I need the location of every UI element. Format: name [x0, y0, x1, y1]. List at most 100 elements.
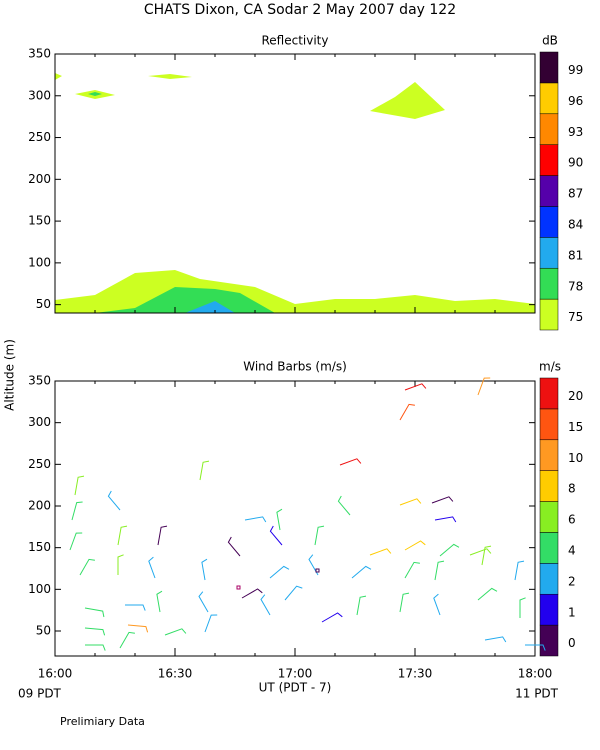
colorbar-swatch [539, 51, 559, 84]
wind-barb [481, 545, 492, 566]
wind-barb [337, 495, 351, 516]
wind-barb [308, 554, 319, 576]
x-axis-label: UT (PDT - 7) [259, 681, 332, 695]
wind-barb [477, 587, 498, 601]
wind-barb [74, 475, 85, 496]
panel-title: Wind Barbs (m/s) [243, 360, 347, 374]
colorbar-swatch [539, 377, 559, 410]
contour-region [148, 74, 192, 79]
colorbar-swatch [539, 113, 559, 145]
wind-barb [519, 597, 526, 618]
colorbar-swatch [539, 624, 559, 657]
colorbar-swatch [539, 267, 559, 300]
y-tick-label: 200 [28, 172, 51, 186]
y-tick-label: 250 [28, 130, 51, 144]
wind-barb [399, 403, 415, 421]
wind-barb [314, 525, 325, 546]
wind-barb [399, 498, 422, 506]
y-tick-label: 300 [28, 415, 51, 429]
colorbar-unit: m/s [539, 360, 561, 374]
colorbar-swatch [539, 501, 559, 533]
wind-barb [79, 558, 95, 576]
wind-barb [477, 377, 491, 396]
right-note: 11 PDT [515, 687, 559, 701]
wind-barb [434, 560, 445, 581]
wind-barb [525, 644, 546, 651]
wind-barb [404, 383, 427, 391]
left-note: 09 PDT [18, 687, 62, 701]
contour-region [88, 92, 102, 96]
wind-barb [241, 588, 263, 599]
wind-barb [431, 496, 454, 504]
y-tick-label: 250 [28, 457, 51, 471]
calm-marker [236, 585, 241, 590]
colorbar-label: 2 [568, 574, 576, 588]
wind-barb [127, 624, 149, 633]
plot-frame [54, 380, 536, 657]
wind-barb [148, 556, 156, 579]
wind-barb [433, 593, 441, 616]
wind-barb [399, 592, 410, 613]
colorbar-swatch [539, 175, 559, 207]
colorbar-label: 99 [568, 63, 583, 77]
wind-barb [117, 525, 128, 546]
wind-barb [119, 631, 135, 649]
wind-barb [199, 460, 210, 481]
wind-barb [227, 536, 241, 557]
colorbar-label: 15 [568, 420, 583, 434]
wind-barb [69, 532, 83, 551]
colorbar-unit: dB [542, 34, 558, 48]
wind-barb [84, 627, 106, 636]
y-tick-label: 100 [28, 582, 51, 596]
contour-region [55, 270, 535, 313]
x-tick-label: 18:00 [518, 667, 553, 681]
colorbar-label: 81 [568, 248, 583, 262]
wind-barb [284, 585, 303, 601]
wind-barb [201, 558, 208, 581]
wind-barb [260, 594, 271, 616]
colorbar-label: 78 [568, 279, 583, 293]
y-tick-label: 150 [28, 214, 51, 228]
colorbar-swatch [539, 206, 559, 238]
wind-barb [117, 554, 124, 575]
wind-barb [107, 490, 121, 511]
colorbar-swatch [539, 408, 559, 441]
colorbar-swatch [539, 470, 559, 502]
wind-barb [157, 525, 168, 546]
colorbar-label: 84 [568, 217, 583, 231]
colorbar-label: 10 [568, 451, 583, 465]
page-title: CHATS Dixon, CA Sodar 2 May 2007 day 122 [144, 2, 456, 18]
wind-barb [204, 614, 218, 633]
colorbar-swatch [539, 82, 559, 115]
footer: Prelimiary Data [60, 715, 145, 728]
contour-region [370, 82, 445, 119]
wind-barb [269, 565, 290, 579]
wind-barb [339, 458, 362, 466]
colorbar-swatch [539, 144, 559, 176]
wind-barb [434, 516, 457, 523]
colorbar-label: 6 [568, 513, 576, 527]
x-tick-label: 16:30 [158, 667, 193, 681]
wind-barb [469, 548, 492, 556]
y-tick-label: 200 [28, 499, 51, 513]
wind-barb [244, 516, 267, 523]
colorbar-swatch [539, 532, 559, 564]
wind-barb [369, 548, 392, 556]
colorbar-swatch [539, 563, 559, 595]
wind-barb [276, 508, 283, 531]
wind-barb [484, 636, 507, 643]
wind-barb [85, 644, 106, 651]
colorbar-label: 90 [568, 156, 583, 170]
calm-marker [315, 568, 320, 573]
y-tick-label: 350 [28, 374, 51, 388]
y-tick-label: 100 [28, 255, 51, 269]
wind-barb [321, 612, 343, 623]
y-tick-label: 150 [28, 540, 51, 554]
y-tick-label: 50 [36, 624, 51, 638]
x-tick-label: 16:00 [38, 667, 73, 681]
contours [55, 73, 535, 313]
wind-barb [356, 595, 367, 616]
colorbar-label: 8 [568, 482, 576, 496]
contour-region [95, 287, 275, 313]
